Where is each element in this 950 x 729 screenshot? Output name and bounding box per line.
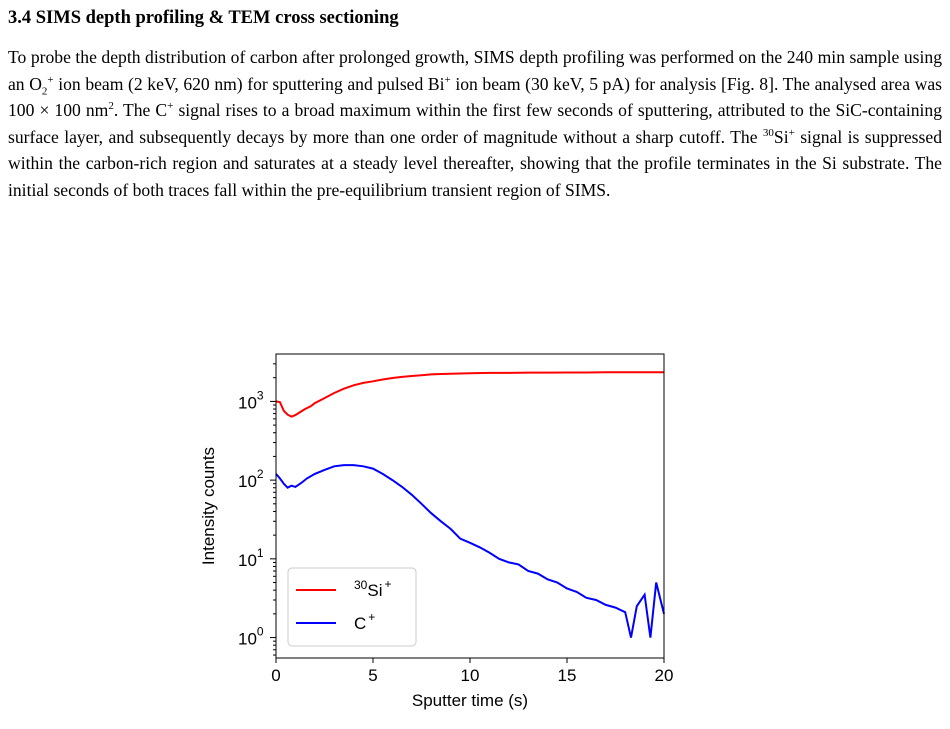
x-tick-label: 5 bbox=[368, 666, 377, 685]
legend-label: C + bbox=[354, 610, 375, 633]
paragraph-segment: 2 bbox=[41, 85, 48, 98]
legend: 30Si + C + bbox=[287, 567, 417, 647]
y-tick-label: 103 bbox=[238, 388, 264, 412]
paragraph-segment: To probe the depth distribution of carbo… bbox=[8, 47, 942, 94]
paragraph-segment: ion beam (2 keV, 620 nm) for sputtering … bbox=[53, 73, 445, 94]
x-axis-label: Sputter time (s) bbox=[412, 691, 528, 710]
x-tick-label: 0 bbox=[271, 666, 280, 685]
paragraph-segment: . The C bbox=[113, 100, 168, 121]
paragraph-segment: + bbox=[444, 73, 451, 86]
section-paragraph: To probe the depth distribution of carbo… bbox=[8, 44, 942, 204]
paragraph-segment: + bbox=[47, 73, 54, 86]
paragraph-segment: Si bbox=[773, 126, 789, 147]
series-line-1 bbox=[275, 464, 665, 638]
paragraph-segment: ion beam (30 keV, 5 pA) for analysis [Fi… bbox=[8, 73, 942, 121]
sims-depth-profile-figure: 0 5 10 15 20 100 101 102 103 Sputter time (s) I… bbox=[0, 340, 950, 725]
x-tick-label: 10 bbox=[461, 666, 480, 685]
y-axis-ticks: 100 101 102 103 bbox=[238, 363, 276, 656]
y-tick-label: 102 bbox=[238, 467, 264, 491]
section-heading: 3.4 SIMS depth profiling & TEM cross sec… bbox=[8, 8, 399, 28]
paragraph-segment: signal is suppressed within the carbon-r… bbox=[8, 126, 942, 200]
sims-chart: 0 5 10 15 20 100 101 102 103 Sputter time (s) I… bbox=[199, 353, 673, 710]
x-tick-label: 20 bbox=[655, 666, 674, 685]
paragraph-segment: signal rises to a broad maximum within t… bbox=[8, 100, 943, 147]
paragraph-segment: 2 bbox=[108, 100, 114, 113]
plot-lines bbox=[275, 371, 665, 638]
paragraph-segment: + bbox=[167, 100, 174, 113]
paragraph-segment: + bbox=[788, 126, 795, 139]
legend-label: 30Si + bbox=[354, 577, 392, 600]
x-axis-ticks: 0 5 10 15 20 bbox=[271, 658, 673, 685]
y-tick-label: 101 bbox=[238, 546, 264, 570]
paragraph-segment: 30 bbox=[762, 126, 774, 139]
x-tick-label: 15 bbox=[558, 666, 577, 685]
series-line-0 bbox=[275, 371, 664, 418]
legend-box bbox=[287, 567, 417, 647]
y-tick-label: 100 bbox=[238, 625, 264, 649]
y-axis-label: Intensity counts bbox=[199, 447, 218, 565]
